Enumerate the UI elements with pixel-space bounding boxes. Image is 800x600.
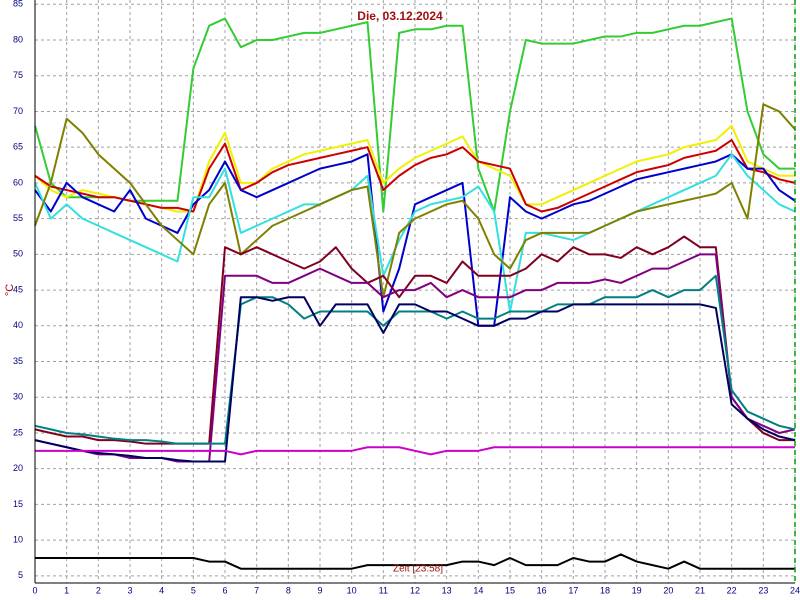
x-tick-label: 2	[96, 585, 101, 595]
grid	[34, 0, 796, 583]
chart-title: Die, 03.12.2024	[357, 9, 443, 23]
x-tick-label: 21	[695, 585, 705, 595]
x-tick-label: 5	[191, 585, 196, 595]
series-line	[34, 235, 795, 445]
x-tick-label: 20	[663, 585, 673, 595]
x-tick-label: 3	[127, 585, 132, 595]
series-line	[34, 274, 796, 445]
y-tick-label: 70	[13, 106, 23, 116]
y-tick-label: 20	[13, 463, 23, 473]
x-tick-label: 8	[286, 585, 291, 595]
x-tick-label: 17	[568, 585, 578, 595]
x-tick-label: 10	[347, 585, 357, 595]
x-tick-label: 7	[254, 585, 259, 595]
series-line	[34, 139, 796, 213]
y-tick-label: 35	[13, 356, 23, 366]
y-tick-label: 40	[13, 320, 23, 330]
x-tick-label: 6	[222, 585, 227, 595]
y-tick-label: 25	[13, 427, 23, 437]
x-tick-label: 18	[600, 585, 610, 595]
y-tick-label: 45	[13, 284, 23, 294]
x-tick-label: 19	[632, 585, 642, 595]
y-axis-label: °C	[4, 284, 16, 296]
series-line	[34, 17, 795, 213]
series-line	[34, 103, 796, 299]
y-tick-label: 65	[13, 142, 23, 152]
y-tick-label: 30	[13, 392, 23, 402]
x-tick-label: 22	[727, 585, 737, 595]
x-tick-label: 4	[159, 585, 164, 595]
y-tick-label: 50	[13, 249, 23, 259]
y-tick-label: 60	[13, 177, 23, 187]
series-line	[35, 553, 795, 570]
x-tick-label: 15	[505, 585, 515, 595]
series-line	[34, 153, 796, 313]
series-line	[34, 253, 796, 463]
y-tick-label: 15	[13, 499, 23, 509]
series-line	[35, 446, 795, 456]
x-tick-label: 0	[32, 585, 37, 595]
y-tick-label: 5	[18, 570, 23, 580]
x-tick-label: 24	[790, 585, 800, 595]
x-tick-label: 1	[64, 585, 69, 595]
x-tick-label: 16	[537, 585, 547, 595]
x-tick-label: 9	[317, 585, 322, 595]
y-tick-label: 80	[13, 34, 23, 44]
series-line	[34, 296, 796, 463]
x-tick-label: 12	[410, 585, 420, 595]
time-annotation: Zeit [23:58]	[393, 564, 443, 575]
y-tick-label: 85	[13, 0, 23, 9]
x-tick-label: 13	[442, 585, 452, 595]
x-tick-label: 11	[379, 585, 388, 595]
y-tick-label: 55	[13, 213, 23, 223]
lines	[34, 17, 796, 570]
x-tick-label: 14	[473, 585, 483, 595]
y-tick-label: 10	[13, 535, 23, 545]
y-tick-label: 75	[13, 70, 23, 80]
x-tick-label: 23	[758, 585, 768, 595]
